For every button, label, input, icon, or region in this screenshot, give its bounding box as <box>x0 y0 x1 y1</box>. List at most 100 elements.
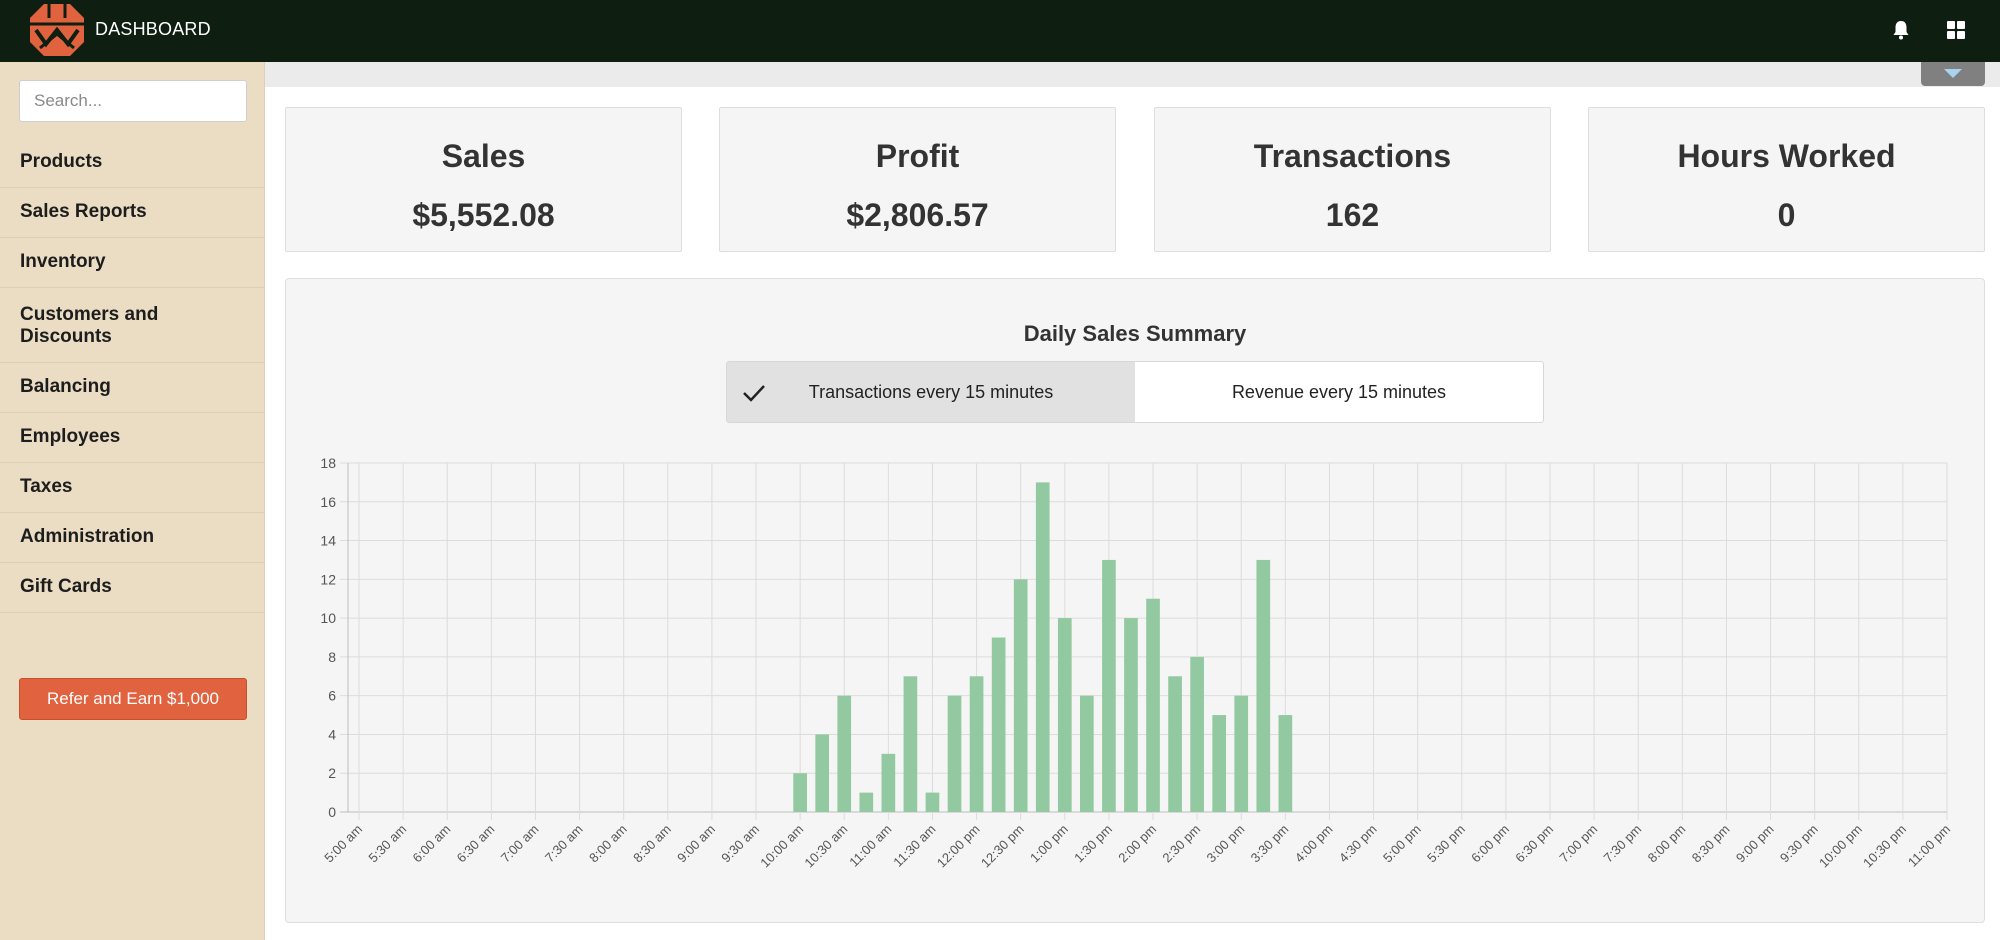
chart-bar <box>903 676 918 812</box>
app-title: DASHBOARD <box>95 19 211 39</box>
stat-value: $5,552.08 <box>412 197 555 233</box>
refer-and-earn-button[interactable]: Refer and Earn $1,000 <box>19 678 247 720</box>
x-tick-label: 8:00 pm <box>1645 822 1689 866</box>
x-tick-label: 8:00 am <box>586 822 630 866</box>
x-tick-label: 10:00 pm <box>1816 822 1865 871</box>
sidebar: Products Sales Reports Inventory Custome… <box>0 62 265 940</box>
stat-title: Sales <box>441 138 526 174</box>
x-tick-label: 9:00 am <box>674 822 718 866</box>
toggle-transactions-label: Transactions every 15 minutes <box>808 381 1054 402</box>
x-tick-label: 9:00 pm <box>1733 822 1777 866</box>
sidebar-item-employees[interactable]: Employees <box>0 413 264 463</box>
chart-bar <box>793 773 807 812</box>
stat-title: Transactions <box>1253 138 1452 174</box>
x-tick-label: 10:00 am <box>757 822 806 871</box>
chart-bar <box>1234 695 1249 812</box>
y-tick-label: 18 <box>320 455 336 471</box>
x-tick-label: 2:30 pm <box>1159 822 1203 866</box>
chart-bar <box>1256 559 1271 812</box>
sidebar-item-taxes[interactable]: Taxes <box>0 463 264 513</box>
x-tick-label: 9:30 pm <box>1777 822 1821 866</box>
chart-bar <box>947 695 962 812</box>
stat-title: Profit <box>875 138 960 174</box>
y-tick-label: 8 <box>328 649 336 665</box>
y-tick-label: 2 <box>328 765 336 781</box>
y-tick-label: 16 <box>320 494 336 510</box>
x-tick-label: 11:00 pm <box>1905 822 1953 870</box>
chart-bar <box>1190 656 1204 812</box>
stat-value: $2,806.57 <box>846 197 989 233</box>
x-tick-label: 5:00 am <box>321 822 365 866</box>
x-tick-label: 12:30 pm <box>978 822 1027 871</box>
chart-bar <box>1057 618 1072 812</box>
x-tick-label: 8:30 pm <box>1689 822 1733 866</box>
x-tick-label: 6:30 pm <box>1512 822 1556 866</box>
panel-title: Daily Sales Summary <box>1023 321 1247 346</box>
x-tick-label: 10:30 pm <box>1860 822 1909 871</box>
chart-bar <box>1124 618 1138 812</box>
y-tick-label: 10 <box>320 610 336 626</box>
chart-bar <box>1013 579 1028 812</box>
x-tick-label: 2:00 pm <box>1115 822 1159 866</box>
x-tick-label: 7:00 am <box>498 822 542 866</box>
y-tick-label: 0 <box>328 804 336 820</box>
sidebar-item-sales-reports[interactable]: Sales Reports <box>0 188 264 238</box>
chart-bar <box>1212 715 1227 812</box>
chart-bar <box>969 676 984 812</box>
x-tick-label: 5:30 am <box>365 822 409 866</box>
sidebar-nav: Products Sales Reports Inventory Custome… <box>0 138 264 613</box>
x-tick-label: 11:00 am <box>846 822 894 870</box>
x-tick-label: 6:30 am <box>454 822 498 866</box>
logo-icon[interactable] <box>30 4 84 56</box>
sidebar-item-administration[interactable]: Administration <box>0 513 264 563</box>
chart-bar <box>925 792 940 812</box>
toggle-transactions[interactable]: Transactions every 15 minutes <box>727 362 1135 422</box>
x-tick-label: 6:00 am <box>410 822 454 866</box>
sidebar-item-inventory[interactable]: Inventory <box>0 238 264 288</box>
stat-value: 0 <box>1777 197 1796 233</box>
bell-icon[interactable] <box>1889 18 1913 42</box>
chart-bar <box>837 695 852 812</box>
chart-bar <box>1080 695 1094 812</box>
y-tick-label: 4 <box>328 726 336 742</box>
check-icon <box>743 385 765 402</box>
daily-sales-panel: Daily Sales Summary Transactions every 1… <box>285 278 1985 923</box>
x-tick-label: 6:00 pm <box>1468 822 1512 866</box>
chevron-down-icon <box>1944 69 1962 78</box>
chart-bar <box>1035 482 1050 812</box>
stat-card-hours-worked: Hours Worked 0 <box>1588 107 1985 252</box>
x-tick-label: 1:00 pm <box>1027 822 1071 866</box>
toggle-revenue[interactable]: Revenue every 15 minutes <box>1135 362 1543 422</box>
sidebar-item-balancing[interactable]: Balancing <box>0 363 264 413</box>
chart-bar <box>1146 598 1160 812</box>
collapse-toggle-button[interactable] <box>1921 62 1985 86</box>
sub-bar <box>265 62 2000 87</box>
x-tick-label: 4:30 pm <box>1336 822 1380 866</box>
chart-bar <box>859 792 874 812</box>
y-tick-label: 12 <box>320 571 336 587</box>
toggle-revenue-label: Revenue every 15 minutes <box>1231 381 1447 402</box>
x-tick-label: 7:30 am <box>542 822 586 866</box>
stat-value: 162 <box>1325 197 1380 233</box>
x-tick-label: 5:00 pm <box>1380 822 1424 866</box>
x-tick-label: 4:00 pm <box>1292 822 1336 866</box>
chart-bar <box>1102 559 1116 812</box>
sidebar-item-products[interactable]: Products <box>0 138 264 188</box>
x-tick-label: 7:30 pm <box>1601 822 1645 866</box>
apps-grid-icon[interactable] <box>1944 18 1968 42</box>
sidebar-item-customers-and-discounts[interactable]: Customers and Discounts <box>0 288 264 363</box>
stat-title: Hours Worked <box>1677 138 1896 174</box>
x-tick-label: 1:30 pm <box>1071 822 1115 866</box>
chart-bar <box>881 753 896 812</box>
y-tick-label: 14 <box>320 533 336 549</box>
x-tick-label: 9:30 am <box>718 822 762 866</box>
x-tick-label: 10:30 am <box>801 822 850 871</box>
x-tick-label: 8:30 am <box>630 822 674 866</box>
main-content: Sales $5,552.08 Profit $2,806.57 Transac… <box>265 62 2000 940</box>
search-input[interactable] <box>19 80 247 122</box>
top-bar: DASHBOARD <box>0 0 2000 62</box>
x-tick-label: 7:00 pm <box>1556 822 1600 866</box>
sidebar-item-gift-cards[interactable]: Gift Cards <box>0 563 264 613</box>
chart-bar <box>1278 715 1293 812</box>
stat-card-profit: Profit $2,806.57 <box>719 107 1116 252</box>
